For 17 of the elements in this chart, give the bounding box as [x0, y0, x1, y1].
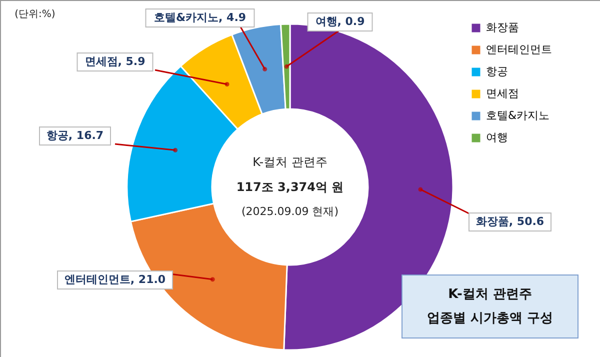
- data-label: 엔터테인먼트, 21.0: [64, 273, 166, 286]
- text: (단위:%): [14, 9, 56, 20]
- text: K-컬처 관련주: [252, 155, 328, 169]
- data-label: 호텔&카지노, 4.9: [154, 11, 246, 24]
- legend-label: 화장품: [486, 21, 519, 34]
- legend-label: 항공: [486, 65, 508, 78]
- text: (2025.09.09 현재): [241, 205, 339, 218]
- legend-label: 엔터테인먼트: [486, 43, 552, 56]
- data-label: 화장품, 50.6: [476, 215, 544, 228]
- data-label: 여행, 0.9: [315, 15, 365, 28]
- legend-label: 면세점: [486, 87, 519, 100]
- legend-label: 여행: [486, 131, 508, 144]
- text: K-컬처 관련주 업종별 시가총액 구성: [426, 287, 554, 326]
- data-label: 면세점, 5.9: [84, 55, 146, 68]
- text: 117조 3,374억 원: [236, 180, 344, 194]
- data-label: 항공, 16.7: [46, 129, 104, 142]
- legend-label: 호텔&카지노: [486, 109, 550, 122]
